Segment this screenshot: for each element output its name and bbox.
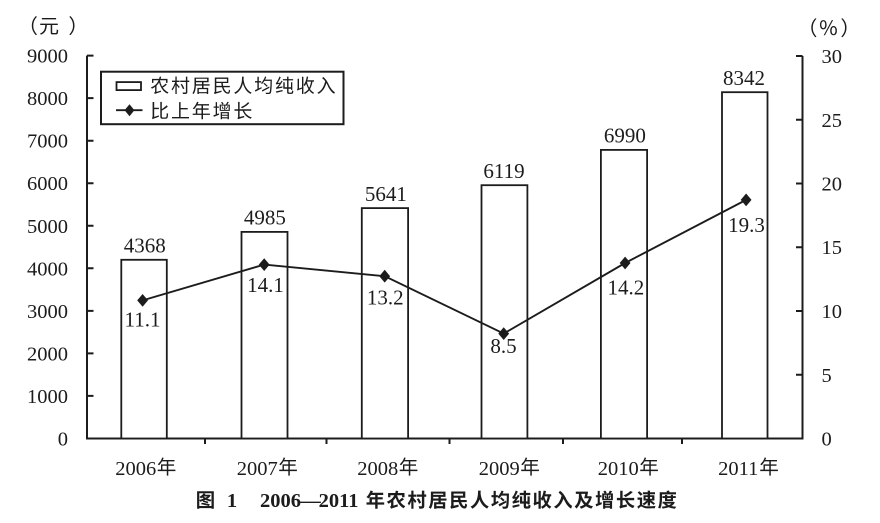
svg-text:5641: 5641 [365, 182, 407, 206]
svg-text:30: 30 [822, 46, 843, 68]
svg-text:2010: 2010 [598, 458, 639, 480]
svg-text:20: 20 [822, 174, 843, 196]
svg-text:4985: 4985 [244, 206, 286, 230]
svg-text:2006: 2006 [115, 458, 156, 480]
svg-text:0: 0 [58, 429, 68, 451]
svg-text:4368: 4368 [124, 234, 166, 258]
svg-text:6119: 6119 [483, 159, 524, 183]
svg-text:8342: 8342 [723, 66, 765, 90]
svg-text:8000: 8000 [27, 88, 68, 110]
svg-text:11.1: 11.1 [125, 308, 161, 332]
svg-text:2008: 2008 [357, 458, 398, 480]
svg-text:1000: 1000 [27, 386, 68, 408]
svg-text:14.2: 14.2 [608, 276, 645, 300]
svg-text:0: 0 [822, 429, 832, 451]
svg-text:25: 25 [822, 110, 843, 132]
svg-text:2011: 2011 [718, 458, 758, 480]
svg-text:8.5: 8.5 [490, 334, 516, 358]
svg-text:15: 15 [822, 237, 843, 259]
svg-text:5000: 5000 [27, 216, 68, 238]
svg-text:2007: 2007 [237, 458, 278, 480]
svg-text:7000: 7000 [27, 131, 68, 153]
svg-text:14.1: 14.1 [247, 273, 284, 297]
svg-text:2000: 2000 [27, 343, 68, 365]
svg-text:2009: 2009 [479, 458, 520, 480]
svg-text:4000: 4000 [27, 258, 68, 280]
svg-text:9000: 9000 [27, 46, 68, 68]
svg-text:1: 1 [227, 490, 237, 512]
svg-text:5: 5 [822, 365, 832, 387]
svg-text:6990: 6990 [604, 124, 646, 148]
svg-text:6000: 6000 [27, 173, 68, 195]
svg-text:19.3: 19.3 [728, 213, 765, 237]
svg-text:3000: 3000 [27, 301, 68, 323]
svg-text:2011: 2011 [319, 490, 359, 512]
svg-text:13.2: 13.2 [367, 286, 404, 310]
svg-text:—: — [299, 490, 321, 512]
svg-text:10: 10 [822, 301, 843, 323]
svg-text:2006: 2006 [260, 490, 301, 512]
